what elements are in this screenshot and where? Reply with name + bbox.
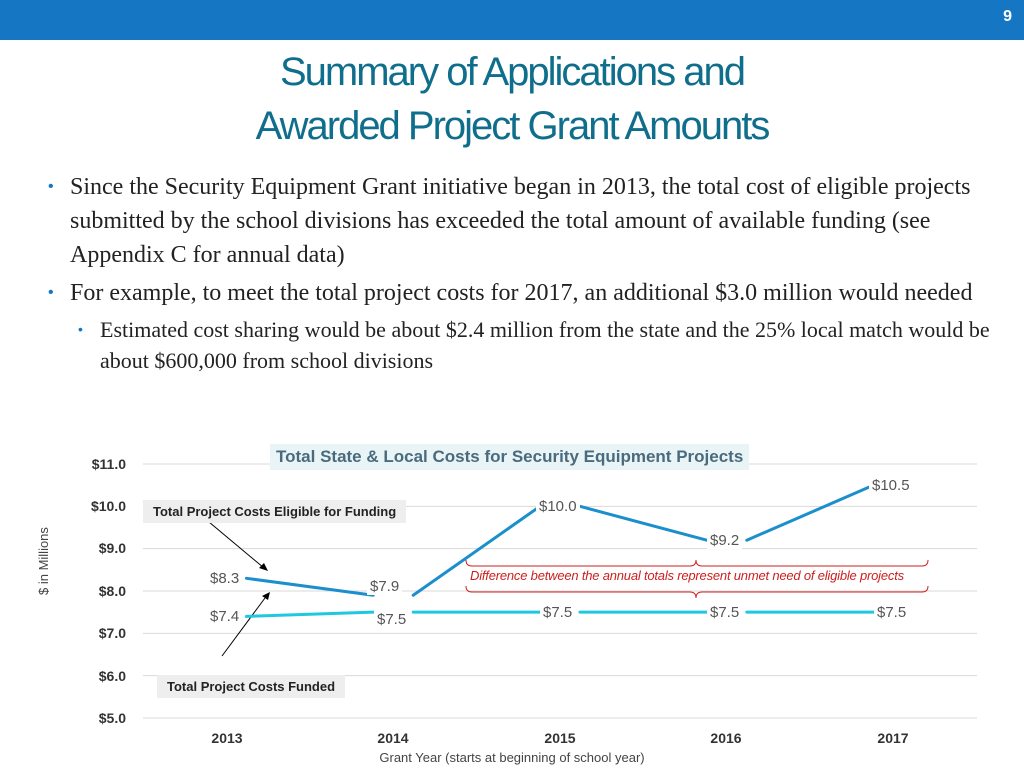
x-tick-label: 2016 — [710, 730, 742, 746]
data-label: $7.5 — [540, 604, 576, 621]
difference-annotation: Difference between the annual totals rep… — [470, 568, 904, 583]
arrow-head — [262, 592, 270, 600]
series-line-segment — [578, 504, 709, 542]
chart-title: Total State & Local Costs for Security E… — [270, 444, 750, 470]
data-label: $7.5 — [874, 604, 910, 621]
data-label: $7.5 — [374, 611, 410, 628]
arrow-head — [259, 563, 268, 571]
eligible-callout: Total Project Costs Eligible for Funding — [143, 500, 407, 523]
series-line-segment — [244, 576, 375, 597]
x-tick-label: 2017 — [877, 730, 909, 746]
series-line-segment — [244, 610, 375, 618]
page-title-line2: Awarded Project Grant Amounts — [255, 104, 771, 148]
bracket-bottom — [465, 585, 929, 599]
eligible-callout-arrow — [208, 521, 265, 569]
funded-callout: Total Project Costs Funded — [157, 675, 346, 698]
page-number: 9 — [1003, 8, 1012, 25]
header-bar: 9 — [0, 0, 1024, 40]
x-axis-label: Grant Year (starts at beginning of schoo… — [379, 750, 645, 765]
y-tick-label: $8.0 — [98, 583, 126, 599]
y-tick-label: $7.0 — [98, 625, 126, 641]
series-line-segment — [745, 483, 876, 542]
data-label: $8.3 — [207, 570, 243, 587]
bracket-top — [465, 559, 929, 567]
bullet-item: For example, to meet the total project c… — [48, 276, 998, 310]
bullet-list: Since the Security Equipment Grant initi… — [48, 170, 998, 376]
x-tick-label: 2014 — [377, 730, 409, 746]
y-tick-label: $9.0 — [98, 540, 126, 556]
data-label: $9.2 — [707, 532, 743, 549]
y-tick-label: $11.0 — [91, 456, 126, 472]
y-tick-label: $10.0 — [90, 498, 126, 514]
y-tick-label: $5.0 — [98, 710, 126, 726]
y-tick-label: $6.0 — [98, 668, 126, 684]
x-tick-label: 2013 — [211, 730, 243, 746]
y-axis-label: $ in Millions — [36, 527, 51, 595]
page-title-line1: Summary of Applications and — [279, 50, 746, 94]
sub-bullet-item: Estimated cost sharing would be about $2… — [78, 314, 998, 376]
bullet-item: Since the Security Equipment Grant initi… — [48, 170, 998, 272]
chart: Total State & Local Costs for Security E… — [0, 440, 1024, 768]
series-line-segment — [411, 504, 542, 597]
data-label: $10.0 — [536, 498, 580, 515]
data-label: $7.4 — [207, 608, 243, 625]
data-label: $10.5 — [869, 477, 913, 494]
funded-callout-arrow — [221, 597, 266, 657]
data-label: $7.5 — [707, 604, 743, 621]
data-label: $7.9 — [367, 578, 403, 595]
x-tick-label: 2015 — [544, 730, 576, 746]
